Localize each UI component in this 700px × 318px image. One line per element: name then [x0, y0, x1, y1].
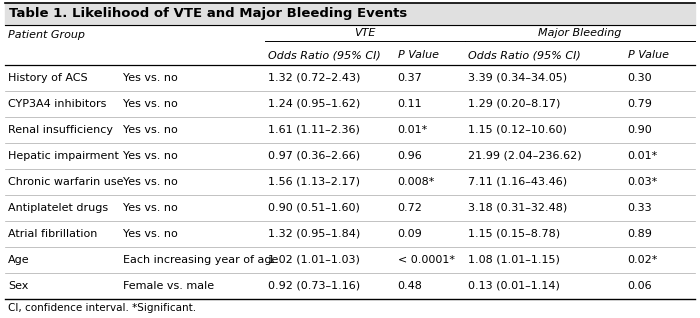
Text: Female vs. male: Female vs. male — [123, 281, 214, 291]
Text: 3.39 (0.34–34.05): 3.39 (0.34–34.05) — [468, 73, 567, 83]
Text: 1.56 (1.13–2.17): 1.56 (1.13–2.17) — [267, 177, 360, 187]
Text: 1.15 (0.12–10.60): 1.15 (0.12–10.60) — [468, 125, 567, 135]
Text: 1.32 (0.95–1.84): 1.32 (0.95–1.84) — [267, 229, 360, 239]
Text: Yes vs. no: Yes vs. no — [123, 125, 178, 135]
Text: Odds Ratio (95% CI): Odds Ratio (95% CI) — [267, 50, 380, 60]
Text: 3.18 (0.31–32.48): 3.18 (0.31–32.48) — [468, 203, 567, 213]
Text: 0.01*: 0.01* — [398, 125, 428, 135]
Text: Yes vs. no: Yes vs. no — [123, 177, 178, 187]
Text: 0.89: 0.89 — [627, 229, 652, 239]
Text: Renal insufficiency: Renal insufficiency — [8, 125, 113, 135]
Text: Atrial fibrillation: Atrial fibrillation — [8, 229, 97, 239]
Text: 0.90: 0.90 — [627, 125, 652, 135]
Text: Odds Ratio (95% CI): Odds Ratio (95% CI) — [468, 50, 581, 60]
Text: 1.61 (1.11–2.36): 1.61 (1.11–2.36) — [267, 125, 360, 135]
Text: Sex: Sex — [8, 281, 29, 291]
Text: 0.03*: 0.03* — [627, 177, 658, 187]
Text: 0.02*: 0.02* — [627, 255, 658, 265]
Text: 1.15 (0.15–8.78): 1.15 (0.15–8.78) — [468, 229, 560, 239]
Text: 0.33: 0.33 — [627, 203, 652, 213]
Text: CYP3A4 inhibitors: CYP3A4 inhibitors — [8, 99, 106, 109]
Text: 0.30: 0.30 — [627, 73, 652, 83]
Text: 0.09: 0.09 — [398, 229, 422, 239]
Text: 1.08 (1.01–1.15): 1.08 (1.01–1.15) — [468, 255, 560, 265]
Text: 1.32 (0.72–2.43): 1.32 (0.72–2.43) — [267, 73, 360, 83]
Text: < 0.0001*: < 0.0001* — [398, 255, 454, 265]
Text: Each increasing year of age: Each increasing year of age — [123, 255, 279, 265]
Text: P Value: P Value — [627, 50, 668, 60]
Text: 0.06: 0.06 — [627, 281, 652, 291]
Text: 0.96: 0.96 — [398, 151, 422, 161]
Bar — [5, 3, 695, 25]
Text: Hepatic impairment: Hepatic impairment — [8, 151, 119, 161]
Text: Table 1. Likelihood of VTE and Major Bleeding Events: Table 1. Likelihood of VTE and Major Ble… — [9, 8, 407, 20]
Text: 1.02 (1.01–1.03): 1.02 (1.01–1.03) — [267, 255, 360, 265]
Text: Yes vs. no: Yes vs. no — [123, 203, 178, 213]
Text: Yes vs. no: Yes vs. no — [123, 99, 178, 109]
Text: 0.01*: 0.01* — [627, 151, 658, 161]
Text: Major Bleeding: Major Bleeding — [538, 28, 622, 38]
Text: Chronic warfarin use: Chronic warfarin use — [8, 177, 123, 187]
Text: 0.008*: 0.008* — [398, 177, 435, 187]
Text: Yes vs. no: Yes vs. no — [123, 229, 178, 239]
Text: CI, confidence interval. *Significant.: CI, confidence interval. *Significant. — [8, 303, 196, 313]
Text: VTE: VTE — [354, 28, 375, 38]
Text: Yes vs. no: Yes vs. no — [123, 151, 178, 161]
Text: History of ACS: History of ACS — [8, 73, 88, 83]
Text: Yes vs. no: Yes vs. no — [123, 73, 178, 83]
Text: P Value: P Value — [398, 50, 438, 60]
Text: 0.13 (0.01–1.14): 0.13 (0.01–1.14) — [468, 281, 560, 291]
Text: 7.11 (1.16–43.46): 7.11 (1.16–43.46) — [468, 177, 567, 187]
Text: 1.29 (0.20–8.17): 1.29 (0.20–8.17) — [468, 99, 561, 109]
Text: 21.99 (2.04–236.62): 21.99 (2.04–236.62) — [468, 151, 582, 161]
Text: Antiplatelet drugs: Antiplatelet drugs — [8, 203, 108, 213]
Text: 0.48: 0.48 — [398, 281, 422, 291]
Text: 0.72: 0.72 — [398, 203, 422, 213]
Text: 0.90 (0.51–1.60): 0.90 (0.51–1.60) — [267, 203, 360, 213]
Text: Patient Group: Patient Group — [8, 30, 85, 40]
Text: 0.79: 0.79 — [627, 99, 652, 109]
Text: 0.97 (0.36–2.66): 0.97 (0.36–2.66) — [267, 151, 360, 161]
Text: 0.92 (0.73–1.16): 0.92 (0.73–1.16) — [267, 281, 360, 291]
Text: 0.11: 0.11 — [398, 99, 422, 109]
Text: 0.37: 0.37 — [398, 73, 422, 83]
Text: Age: Age — [8, 255, 29, 265]
Text: 1.24 (0.95–1.62): 1.24 (0.95–1.62) — [267, 99, 360, 109]
